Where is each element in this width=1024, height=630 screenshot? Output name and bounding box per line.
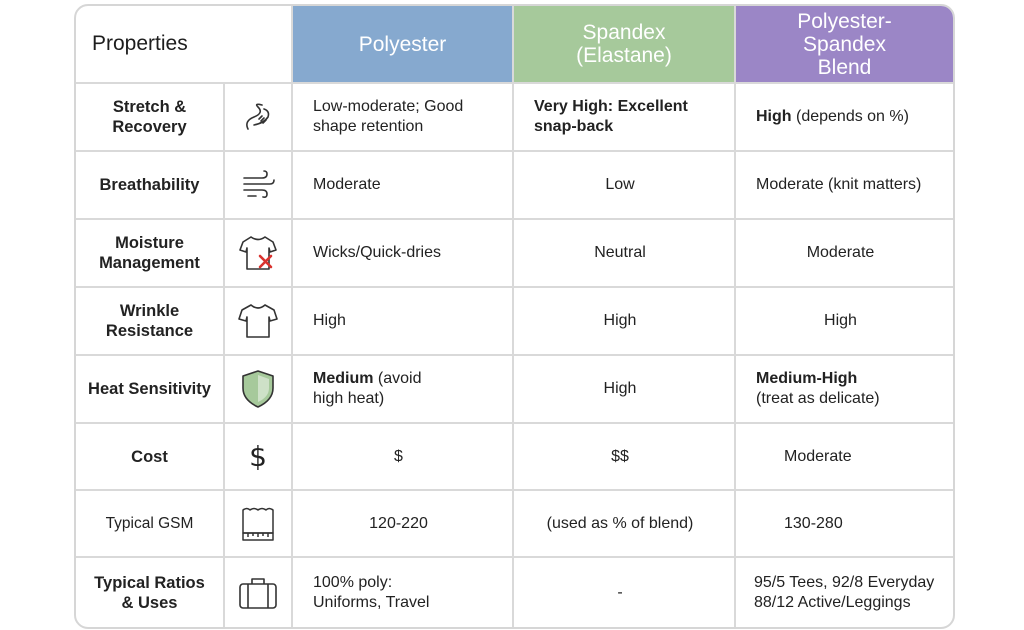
cell-wrinkle-spandex: High xyxy=(514,288,736,356)
cell-stretch-blend: High (depends on %) xyxy=(736,84,953,152)
cell-ratios-spandex: - xyxy=(514,558,736,627)
row-label-cost: Cost xyxy=(76,424,225,491)
row-label-moisture: Moisture Management xyxy=(76,220,225,288)
cell-gsm-spandex: (used as % of blend) xyxy=(514,491,736,558)
cell-wrinkle-polyester: High xyxy=(293,288,514,356)
cell-gsm-blend: 130-280 xyxy=(736,491,953,558)
cell-breathability-polyester: Moderate xyxy=(293,152,514,220)
row-label-wrinkle: Wrinkle Resistance xyxy=(76,288,225,356)
row-label-gsm: Typical GSM xyxy=(76,491,225,558)
cell-cost-spandex: $$ xyxy=(514,424,736,491)
tshirt-cross-icon xyxy=(225,220,293,288)
fabric-swatch-icon xyxy=(225,491,293,558)
air-flow-icon xyxy=(225,152,293,220)
row-label-stretch: Stretch & Recovery xyxy=(76,84,225,152)
header-spandex: Spandex (Elastane) xyxy=(514,6,736,84)
row-label-heat: Heat Sensitivity xyxy=(76,356,225,424)
cell-moisture-blend: Moderate xyxy=(736,220,953,288)
shield-icon xyxy=(225,356,293,424)
cell-stretch-polyester: Low-moderate; Good shape retention xyxy=(293,84,514,152)
tshirt-icon xyxy=(225,288,293,356)
cell-moisture-polyester: Wicks/Quick-dries xyxy=(293,220,514,288)
cell-cost-polyester: $ xyxy=(293,424,514,491)
cell-stretch-spandex: Very High: Excellent snap-back xyxy=(514,84,736,152)
cell-cost-blend: Moderate xyxy=(736,424,953,491)
header-properties: Properties xyxy=(76,6,293,84)
cell-breathability-blend: Moderate (knit matters) xyxy=(736,152,953,220)
cell-heat-polyester: Medium (avoid high heat) xyxy=(293,356,514,424)
cell-ratios-polyester: 100% poly: Uniforms, Travel xyxy=(293,558,514,627)
header-blend: Polyester- Spandex Blend xyxy=(736,6,953,84)
stretch-icon xyxy=(225,84,293,152)
cell-moisture-spandex: Neutral xyxy=(514,220,736,288)
cell-ratios-blend: 95/5 Tees, 92/8 Everyday 88/12 Active/Leg… xyxy=(754,573,935,611)
cell-heat-spandex: High xyxy=(514,356,736,424)
row-label-ratios: Typical Ratios & Uses xyxy=(76,558,225,627)
cell-gsm-polyester: 120-220 xyxy=(293,491,514,558)
cell-breathability-spandex: Low xyxy=(514,152,736,220)
suitcase-icon xyxy=(225,558,293,627)
cell-wrinkle-blend: High xyxy=(736,288,953,356)
header-polyester: Polyester xyxy=(293,6,514,84)
comparison-table: Properties Polyester Spandex (Elastane) … xyxy=(74,4,955,629)
cell-heat-blend: Medium-High (treat as delicate) xyxy=(736,356,953,424)
row-label-breathability: Breathability xyxy=(76,152,225,220)
dollar-icon: $ xyxy=(225,424,293,491)
